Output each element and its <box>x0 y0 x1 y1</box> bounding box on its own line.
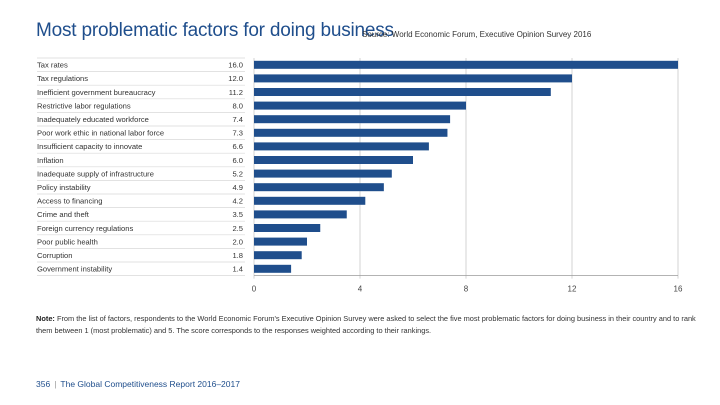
footer-separator: | <box>54 379 57 389</box>
chart-title: Most problematic factors for doing busin… <box>36 20 394 41</box>
category-label: Access to financing <box>37 197 102 206</box>
category-label: Crime and theft <box>37 210 90 219</box>
value-label: 1.8 <box>232 251 243 260</box>
category-label: Inefficient government bureaucracy <box>37 88 156 97</box>
category-label: Inadequate supply of infrastructure <box>37 169 154 178</box>
bar <box>254 115 451 124</box>
value-label: 5.2 <box>232 169 243 178</box>
category-label: Inadequately educated workforce <box>37 115 149 124</box>
category-label: Insufficient capacity to innovate <box>37 142 142 151</box>
category-label: Foreign currency regulations <box>37 224 133 233</box>
bar <box>254 210 347 219</box>
bar <box>254 142 429 151</box>
bar <box>254 169 392 178</box>
category-label: Poor work ethic in national labor force <box>37 129 164 138</box>
bar <box>254 128 448 137</box>
x-tick-label: 16 <box>674 285 683 294</box>
page-footer: 356 | The Global Competitiveness Report 20… <box>36 379 240 389</box>
category-label: Government instability <box>37 265 112 274</box>
value-label: 11.2 <box>229 88 243 97</box>
category-label: Policy instability <box>37 183 91 192</box>
bar <box>254 101 466 110</box>
category-label: Inflation <box>37 156 64 165</box>
note-text: From the list of factors, respondents to… <box>36 314 696 335</box>
value-label: 1.4 <box>232 265 243 274</box>
value-label: 6.6 <box>232 142 243 151</box>
chart-note: Note: From the list of factors, responde… <box>36 313 696 337</box>
x-tick-label: 12 <box>568 285 577 294</box>
value-label: 2.5 <box>232 224 243 233</box>
report-title: The Global Competitiveness Report 2016–2… <box>60 379 240 389</box>
category-label: Poor public health <box>37 237 98 246</box>
bar <box>254 156 413 164</box>
category-label: Tax rates <box>37 61 68 70</box>
x-tick-label: 8 <box>464 285 469 294</box>
value-label: 7.4 <box>232 115 243 124</box>
category-label: Corruption <box>37 251 72 260</box>
value-label: 2.0 <box>232 237 243 246</box>
bar <box>254 60 678 69</box>
value-label: 3.5 <box>232 210 243 219</box>
page-number: 356 <box>36 379 51 389</box>
bar <box>254 74 572 83</box>
value-label: 7.3 <box>232 129 243 138</box>
bar <box>254 183 384 192</box>
bar <box>254 196 366 205</box>
category-label: Tax regulations <box>37 74 88 83</box>
value-label: 4.9 <box>232 183 243 192</box>
bar <box>254 224 321 232</box>
value-label: 6.0 <box>232 156 243 165</box>
bar <box>254 88 551 96</box>
bar <box>254 251 302 260</box>
category-label: Restrictive labor regulations <box>37 101 131 110</box>
chart-source: Source: World Economic Forum, Executive … <box>362 30 592 39</box>
bar <box>254 264 292 273</box>
bar-chart: Tax rates 16.0 Tax regulations 12.0 Ineffici… <box>37 57 683 294</box>
x-tick-label: 0 <box>252 285 257 294</box>
value-label: 8.0 <box>232 101 243 110</box>
value-label: 16.0 <box>228 61 243 70</box>
value-label: 12.0 <box>228 74 243 83</box>
note-label: Note: <box>36 314 55 323</box>
value-label: 4.2 <box>232 197 243 206</box>
x-tick-label: 4 <box>358 285 363 294</box>
bar <box>254 237 307 246</box>
